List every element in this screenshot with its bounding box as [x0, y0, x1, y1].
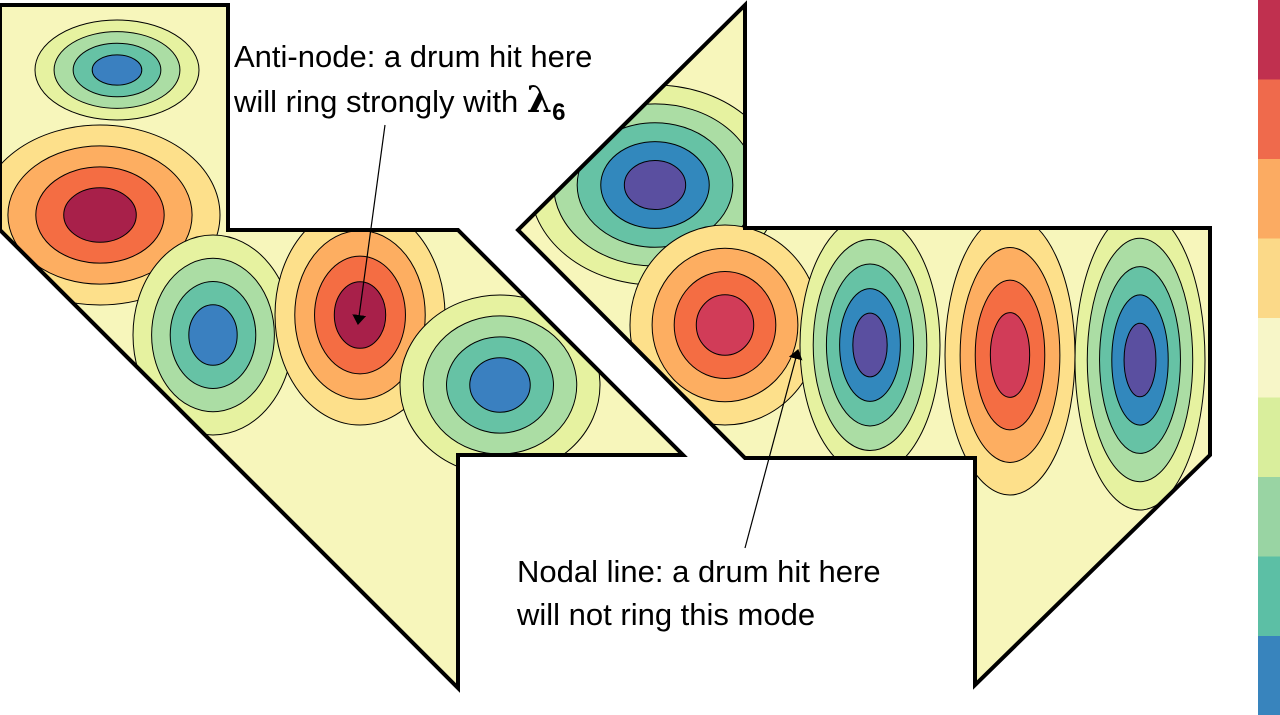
left-outline	[0, 3, 688, 693]
colorbar-segment	[1258, 238, 1280, 319]
nodal-line2: will not ring this mode	[516, 597, 815, 632]
contour	[1123, 322, 1157, 398]
contour	[188, 304, 238, 366]
nodal-line1: Nodal line: a drum hit here	[517, 554, 881, 589]
contour	[695, 294, 755, 356]
right-drum-mode	[518, 5, 1210, 685]
colorbar-segment	[1258, 397, 1280, 478]
colorbar-segment	[1258, 318, 1280, 398]
lambda-symbol: λ	[527, 79, 552, 121]
colorbar-segment	[1258, 636, 1280, 715]
contour	[852, 312, 888, 378]
nodal-arrow	[744, 349, 803, 549]
contour	[91, 54, 143, 86]
anti-node-line1: Anti-node: a drum hit here	[234, 39, 592, 74]
colorbar-segment	[1258, 0, 1280, 80]
colorbar-segment	[1258, 79, 1280, 160]
anti-node-text: will ring strongly with	[233, 84, 518, 119]
colorbar	[1258, 0, 1280, 715]
colorbar-segment	[1258, 159, 1280, 239]
colorbar-segment	[1258, 556, 1280, 637]
right-outline	[515, 0, 1212, 690]
anti-node-arrow	[352, 124, 386, 325]
contour	[989, 312, 1031, 398]
anti-node-line2: will ring strongly with λ6	[233, 79, 566, 126]
contour	[469, 357, 531, 413]
lambda-subscript: 6	[552, 99, 565, 126]
contour	[333, 281, 387, 349]
contour	[623, 159, 687, 211]
colorbar-segment	[1258, 477, 1280, 557]
contour	[63, 187, 137, 243]
